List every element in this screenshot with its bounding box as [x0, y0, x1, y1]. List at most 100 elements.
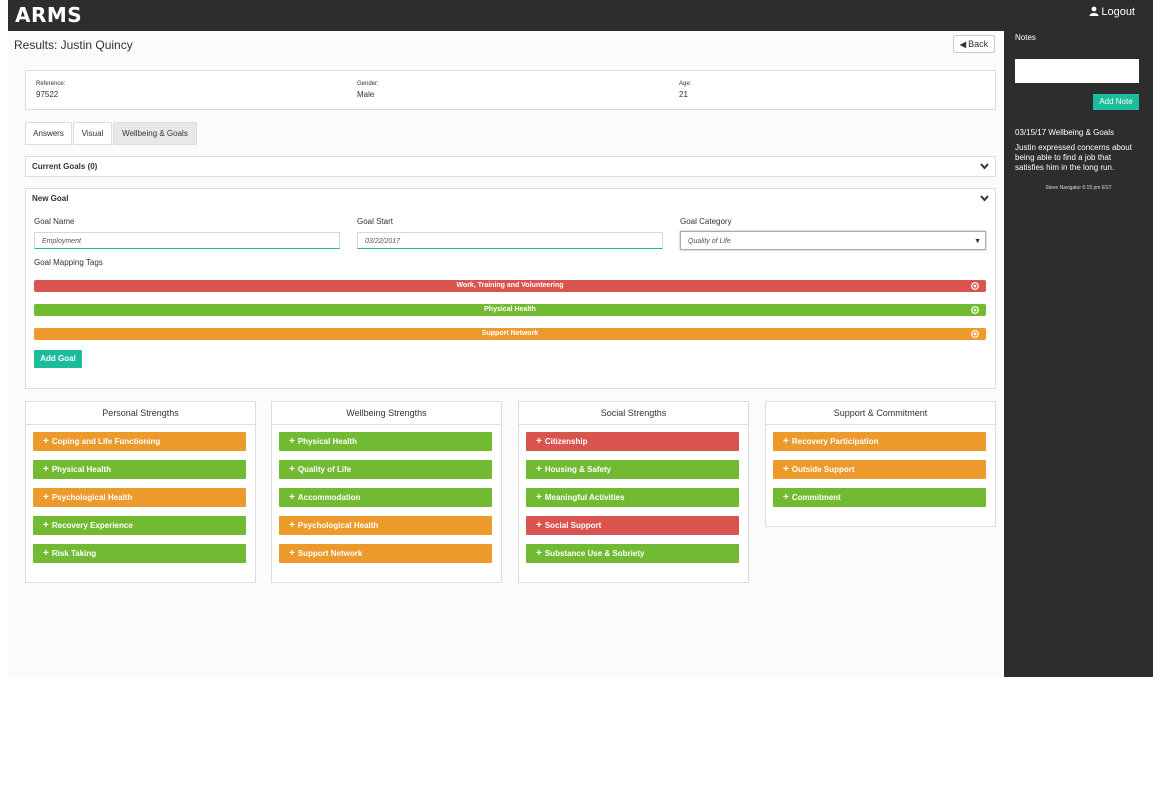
tag-work-training-volunteering[interactable]: Work, Training and Volunteering [34, 280, 986, 292]
tag-label: Support Network [481, 330, 539, 337]
plus-icon: + [43, 464, 49, 475]
goal-start-input[interactable]: 03/22/2017 [357, 232, 663, 249]
strength-label: Meaningful Activities [544, 493, 625, 502]
goal-category-label: Goal Category [680, 217, 732, 226]
age-value: 21 [679, 90, 688, 99]
strength-label: Psychological Health [51, 493, 133, 502]
age-block: Age: 21 [679, 81, 691, 99]
patient-info: Reference: 97522 Gender: Male Age: 21 [25, 70, 996, 110]
goal-start-label: Goal Start [357, 217, 394, 226]
current-goals-header[interactable]: Current Goals (0) [25, 156, 996, 177]
plus-icon: + [536, 464, 542, 475]
tab-wellbeing-goals[interactable]: Wellbeing & Goals [113, 122, 197, 145]
panel-title: Social Strengths [519, 402, 748, 425]
strength-item[interactable]: + Meaningful Activities [526, 488, 739, 507]
plus-icon: + [536, 548, 542, 559]
remove-tag-icon[interactable] [971, 306, 979, 314]
app-logo[interactable]: ARMS [15, 3, 83, 27]
strength-label: Psychological Health [297, 521, 379, 530]
dropdown-caret-icon: ▼ [974, 238, 981, 245]
strength-item[interactable]: + Recovery Participation [773, 432, 986, 451]
back-icon: ◀ [959, 40, 967, 49]
note-entry-meta: Steve Navigator 6:15 pm EST [1045, 185, 1112, 191]
plus-icon: + [43, 492, 49, 503]
current-goals-title: Current Goals (0) [32, 162, 98, 171]
strength-label: Housing & Safety [544, 465, 612, 474]
age-label: Age: [679, 81, 692, 87]
plus-icon: + [289, 492, 295, 503]
strength-label: Quality of Life [297, 465, 352, 474]
strength-item[interactable]: + Substance Use & Sobriety [526, 544, 739, 563]
plus-icon: + [783, 436, 789, 447]
new-goal-header[interactable]: New Goal [25, 188, 996, 209]
tag-physical-health[interactable]: Physical Health [34, 304, 986, 316]
strength-item[interactable]: + Social Support [526, 516, 739, 535]
strength-item[interactable]: + Citizenship [526, 432, 739, 451]
strength-label: Recovery Participation [791, 437, 879, 446]
remove-tag-icon[interactable] [971, 330, 979, 338]
strength-label: Support Network [297, 549, 363, 558]
page-title: Results: Justin Quincy [14, 38, 133, 52]
strength-label: Social Support [544, 521, 602, 530]
new-goal-title: New Goal [32, 194, 69, 203]
chevron-down-icon [980, 163, 989, 170]
strength-label: Outside Support [791, 465, 855, 474]
plus-icon: + [43, 520, 49, 531]
strength-label: Recovery Experience [51, 521, 133, 530]
strength-item[interactable]: + Psychological Health [33, 488, 246, 507]
social-strengths-panel: Social Strengths + Citizenship + Housing &… [518, 401, 749, 583]
gender-block: Gender: Male [357, 81, 379, 99]
strength-label: Commitment [791, 493, 841, 502]
reference-block: Reference: 97522 [36, 81, 65, 99]
strength-item[interactable]: + Physical Health [33, 460, 246, 479]
strength-item[interactable]: + Coping and Life Functioning [33, 432, 246, 451]
note-input[interactable] [1015, 59, 1139, 83]
tab-answers[interactable]: Answers [25, 122, 72, 145]
strength-item[interactable]: + Support Network [279, 544, 492, 563]
goal-name-input[interactable]: Employment [34, 232, 340, 249]
strength-label: Accommodation [297, 493, 361, 502]
goal-mapping-tags-label: Goal Mapping Tags [34, 258, 103, 267]
strength-item[interactable]: + Outside Support [773, 460, 986, 479]
plus-icon: + [43, 436, 49, 447]
strength-item[interactable]: + Psychological Health [279, 516, 492, 535]
plus-icon: + [43, 548, 49, 559]
goal-category-select[interactable]: Quality of Life ▼ [680, 231, 986, 250]
back-label: Back [968, 39, 989, 49]
plus-icon: + [536, 520, 542, 531]
plus-icon: + [783, 464, 789, 475]
remove-tag-icon[interactable] [971, 282, 979, 290]
tag-label: Work, Training and Volunteering [456, 282, 564, 289]
strength-item[interactable]: + Recovery Experience [33, 516, 246, 535]
plus-icon: + [289, 548, 295, 559]
reference-label: Reference: [36, 81, 66, 87]
plus-icon: + [289, 464, 295, 475]
note-entry-text: Justin expressed concerns about being ab… [1015, 143, 1132, 172]
tab-visual[interactable]: Visual [73, 122, 112, 145]
gender-label: Gender: [357, 81, 379, 87]
tag-label: Physical Health [484, 306, 536, 313]
plus-icon: + [289, 436, 295, 447]
user-icon [1089, 6, 1099, 16]
main-content: Results: Justin Quincy ◀ Back Reference: … [8, 31, 1004, 677]
logout-link[interactable]: Logout [1089, 6, 1135, 18]
strength-item[interactable]: + Risk Taking [33, 544, 246, 563]
new-goal-form: Goal Name Employment Goal Start 03/22/20… [25, 208, 996, 389]
strength-label: Risk Taking [51, 549, 97, 558]
personal-strengths-panel: Personal Strengths + Coping and Life Func… [25, 401, 256, 583]
logout-label: Logout [1101, 6, 1135, 18]
strength-item[interactable]: + Commitment [773, 488, 986, 507]
notes-sidebar: Notes Add Note 03/15/17 Wellbeing & Goal… [1004, 31, 1153, 677]
panel-title: Personal Strengths [26, 402, 255, 425]
strength-item[interactable]: + Quality of Life [279, 460, 492, 479]
strength-label: Coping and Life Functioning [51, 437, 161, 446]
strength-item[interactable]: + Accommodation [279, 488, 492, 507]
add-note-button[interactable]: Add Note [1093, 94, 1139, 110]
strength-label: Substance Use & Sobriety [544, 549, 645, 558]
panel-title: Wellbeing Strengths [272, 402, 501, 425]
tag-support-network[interactable]: Support Network [34, 328, 986, 340]
strength-item[interactable]: + Physical Health [279, 432, 492, 451]
add-goal-button[interactable]: Add Goal [34, 350, 82, 368]
back-button[interactable]: ◀ Back [953, 35, 995, 53]
strength-item[interactable]: + Housing & Safety [526, 460, 739, 479]
